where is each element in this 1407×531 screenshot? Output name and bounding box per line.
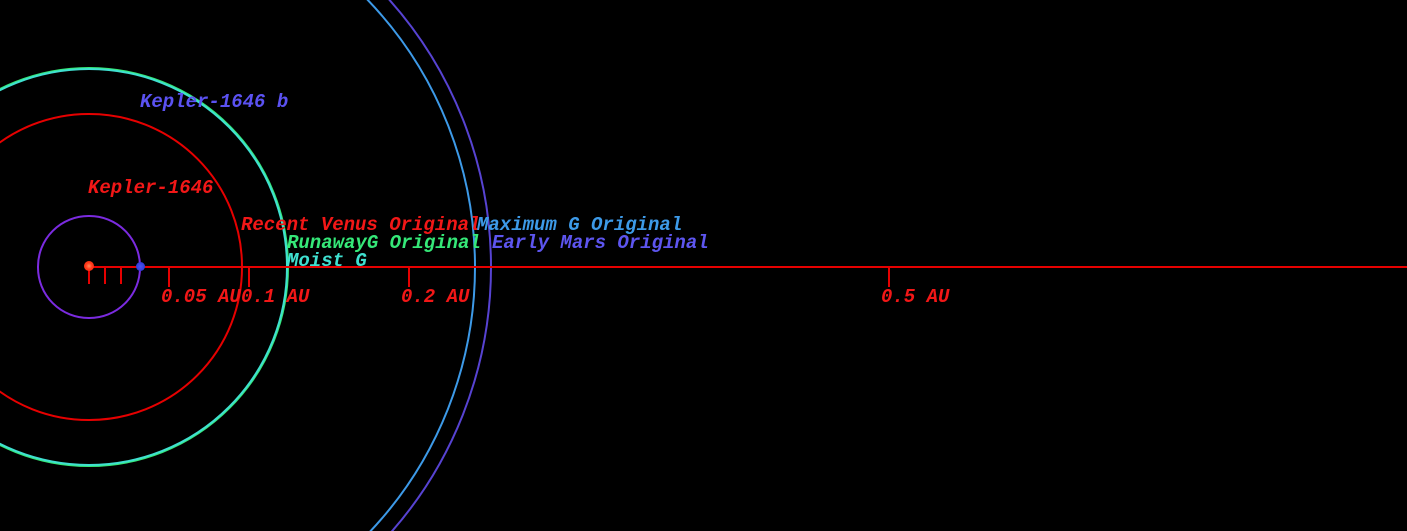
moist-greenhouse-label: Moist G xyxy=(287,250,367,272)
axis-tick-label: 0.1 AU xyxy=(241,286,310,308)
axis-minor-tick xyxy=(120,267,122,284)
early-mars-circle xyxy=(0,0,493,531)
planet-marker xyxy=(136,261,146,271)
au-axis-line xyxy=(89,266,1407,268)
early-mars-label: Early Mars Original xyxy=(492,232,709,254)
axis-major-tick xyxy=(168,267,170,287)
star-name-label: Kepler-1646 xyxy=(88,177,214,199)
axis-tick-label: 0.2 AU xyxy=(401,286,470,308)
axis-tick-label: 0.05 AU xyxy=(161,286,241,308)
recent-venus-label: Recent Venus Original xyxy=(241,214,481,236)
axis-major-tick xyxy=(408,267,410,287)
maximum-greenhouse-circle xyxy=(0,0,477,531)
axis-tick-label: 0.5 AU xyxy=(881,286,950,308)
planet-name-label: Kepler-1646 b xyxy=(140,91,289,113)
maximum-greenhouse-label: Maximum G Original xyxy=(477,214,683,236)
axis-major-tick xyxy=(248,267,250,287)
star-marker xyxy=(84,261,94,271)
axis-major-tick xyxy=(888,267,890,287)
axis-minor-tick xyxy=(104,267,106,284)
runaway-greenhouse-label: RunawayG Original xyxy=(287,232,481,254)
axis-minor-tick xyxy=(88,267,90,284)
